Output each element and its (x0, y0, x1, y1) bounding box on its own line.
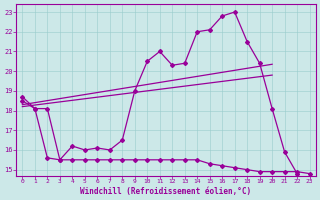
X-axis label: Windchill (Refroidissement éolien,°C): Windchill (Refroidissement éolien,°C) (80, 187, 252, 196)
